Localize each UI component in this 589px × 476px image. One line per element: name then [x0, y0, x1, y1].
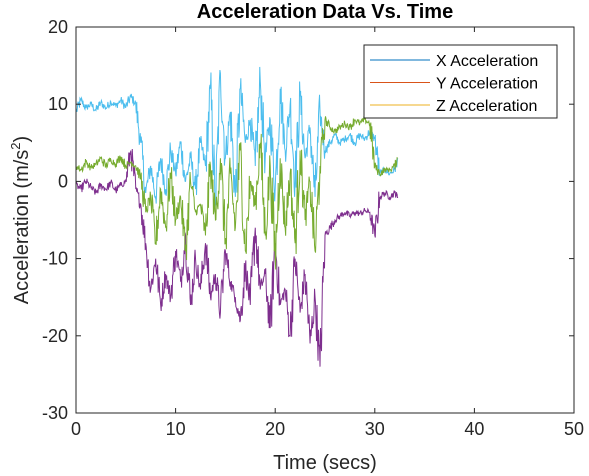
y-axis-title-close: )	[11, 136, 33, 143]
y-tick-label: -20	[42, 326, 68, 346]
plot-box	[75, 26, 575, 414]
ticks-layer: 0 10 20 30 40 50 -30 -20 -10 0 10 20	[42, 17, 584, 439]
x-tick-label: 40	[464, 419, 484, 439]
series-line-z-acceleration	[75, 115, 399, 270]
y-axis-title-superscript: 2	[8, 142, 23, 149]
y-tick-label: -10	[42, 249, 68, 269]
legend: X Acceleration Y Acceleration Z Accelerati…	[363, 44, 558, 119]
x-tick-label: 0	[71, 419, 81, 439]
series-line-y-acceleration	[75, 149, 399, 367]
legend-label: X Acceleration	[436, 53, 538, 70]
y-tick-label: 20	[48, 17, 68, 37]
series-line-x-acceleration	[75, 66, 399, 208]
y-axis-title-main: Acceleration (m/s	[11, 150, 33, 305]
x-tick-label: 20	[265, 419, 285, 439]
legend-box	[363, 44, 558, 119]
x-tick-label: 50	[564, 419, 584, 439]
x-tick-label: 30	[365, 419, 385, 439]
chart-title: Acceleration Data Vs. Time	[197, 1, 453, 23]
y-axis-title: Acceleration (m/s2)	[8, 136, 33, 304]
series-layer	[75, 66, 399, 367]
y-tick-label: 10	[48, 94, 68, 114]
legend-entries: X Acceleration Y Acceleration Z Accelerati…	[370, 53, 538, 115]
legend-label: Y Acceleration	[436, 76, 538, 93]
x-axis-title: Time (secs)	[273, 452, 377, 474]
y-tick-label: 0	[58, 171, 68, 191]
x-tick-label: 10	[166, 419, 186, 439]
legend-label: Z Acceleration	[436, 98, 537, 115]
y-tick-label: -30	[42, 403, 68, 423]
